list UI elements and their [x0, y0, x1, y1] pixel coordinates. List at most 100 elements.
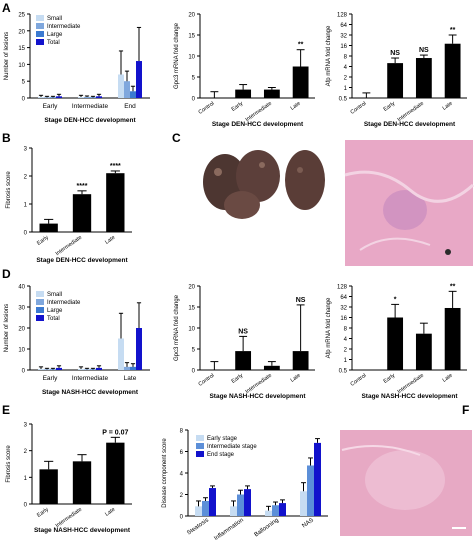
- y-tick-label: 32: [340, 34, 347, 40]
- significance-label: **: [298, 42, 304, 49]
- bar: [444, 307, 461, 370]
- chart-e2: 0 2 4 6 8 Disease component score Steatosis Inf…: [162, 429, 328, 540]
- bar-large: [50, 369, 56, 370]
- legend-swatch: [196, 435, 204, 441]
- x-tick-label: Late: [290, 101, 302, 112]
- x-tick-label: Early: [36, 507, 50, 519]
- legend-label: Large: [47, 32, 63, 38]
- x-tick-label: Control: [198, 101, 216, 116]
- y-tick-label: 15: [188, 306, 195, 312]
- bar-intermediate-stage: [202, 500, 209, 516]
- x-axis-label: Stage NASH-HCC development: [361, 393, 458, 400]
- x-tick-label: Early: [383, 373, 397, 385]
- significance-label: NS: [296, 297, 306, 304]
- legend-label: Intermediate: [47, 24, 81, 30]
- y-tick-label: 1: [344, 358, 348, 364]
- x-tick-label: Intermediate: [245, 373, 273, 395]
- significance-label: ****: [110, 163, 121, 170]
- bar-intermediate: [44, 369, 50, 370]
- histology-vessel: [344, 170, 474, 203]
- legend-label: End stage: [207, 452, 235, 458]
- legend-swatch: [36, 31, 44, 37]
- significance-label: P = 0.07: [102, 429, 128, 436]
- bar-intermediate: [124, 81, 130, 98]
- bar-small: [78, 368, 84, 370]
- y-tick-label: 20: [18, 29, 25, 35]
- bar: [106, 442, 125, 504]
- y-tick-label: 20: [188, 285, 195, 291]
- y-tick-label: 2: [24, 175, 28, 181]
- bar-early-stage: [230, 506, 237, 516]
- legend-label: Total: [47, 316, 60, 322]
- bar: [444, 43, 461, 98]
- bar: [106, 173, 125, 232]
- y-tick-label: 0: [192, 97, 196, 103]
- significance-label: NS: [419, 47, 429, 54]
- y-tick-label: 30: [18, 306, 25, 312]
- y-tick-label: 10: [188, 327, 195, 333]
- liver-lobe-bottom: [224, 191, 260, 219]
- y-tick-label: 40: [18, 285, 25, 291]
- y-tick-label: 128: [337, 13, 348, 19]
- tumor-nodule: [214, 168, 222, 176]
- bar-large: [130, 366, 136, 370]
- legend-swatch: [36, 39, 44, 45]
- y-tick-label: 8: [344, 55, 348, 61]
- legend-label: Large: [47, 308, 63, 314]
- y-tick-label: 0: [22, 369, 26, 375]
- histology-vessel: [359, 237, 431, 251]
- x-tick-label: Inflammation: [213, 517, 245, 540]
- bar: [263, 365, 280, 370]
- chart-d3: 0.5 1 2 4 8 16 32 64 128 Afp mRNA fold change Stag…: [326, 283, 467, 400]
- bar-total: [56, 367, 62, 370]
- y-tick-label: 20: [18, 327, 25, 333]
- y-axis-label: Number of lesions: [4, 32, 10, 80]
- bar: [415, 58, 432, 98]
- legend-swatch: [36, 15, 44, 21]
- legend-swatch: [36, 291, 44, 297]
- panel-letter-e: E: [2, 403, 10, 417]
- bar-intermediate: [84, 369, 90, 370]
- y-tick-label: 8: [180, 429, 184, 435]
- y-tick-label: 5: [192, 348, 196, 354]
- y-tick-label: 2: [344, 348, 348, 354]
- panel-letter-b: B: [2, 131, 11, 145]
- x-tick-label: Control: [350, 373, 368, 388]
- histology-nodule: [365, 450, 445, 510]
- x-tick-label: Early: [43, 103, 59, 110]
- y-axis-label: Fibrosis score: [6, 445, 12, 483]
- chart-d2: 0 5 10 15 20 Gpc3 mRNA fold change Stage NASH-…: [174, 285, 315, 400]
- legend-label: Total: [47, 40, 60, 46]
- x-tick-label: Control: [350, 101, 368, 116]
- y-tick-label: 5: [192, 76, 196, 82]
- x-tick-label: NAS: [301, 517, 315, 529]
- x-tick-label: Intermediate: [55, 507, 83, 529]
- bar-intermediate: [124, 366, 130, 370]
- x-tick-label: Intermediate: [55, 235, 83, 257]
- bar-small: [78, 96, 84, 98]
- bar-early-stage: [265, 510, 272, 516]
- legend-swatch: [196, 451, 204, 457]
- y-tick-label: 2: [344, 76, 348, 82]
- y-tick-label: 1: [344, 86, 348, 92]
- bar-large: [130, 91, 136, 98]
- tumor-nodule: [297, 167, 303, 173]
- bar-intermediate-stage: [307, 465, 314, 516]
- bar: [39, 223, 58, 232]
- panel-letter-f: F: [462, 403, 469, 417]
- y-tick-label: 32: [340, 306, 347, 312]
- legend-label: Early stage: [207, 436, 238, 442]
- y-tick-label: 25: [18, 13, 25, 19]
- bar-end-stage: [244, 489, 251, 516]
- x-tick-label: Early: [231, 373, 245, 385]
- bar-small: [38, 368, 44, 370]
- histology-nodule: [383, 190, 427, 230]
- chart-a2: 0 5 10 15 20 Gpc3 mRNA fold change Stage DEN-H…: [174, 13, 315, 128]
- chart-a1: 0 5 10 15 20 25 Number of lesions Stage DEN-HCC…: [4, 13, 150, 124]
- y-tick-label: 4: [180, 472, 184, 478]
- y-tick-label: 10: [188, 55, 195, 61]
- bar: [235, 351, 252, 370]
- y-tick-label: 2: [24, 449, 28, 455]
- y-axis-label: Number of lesions: [4, 304, 10, 352]
- bar-total: [56, 96, 62, 98]
